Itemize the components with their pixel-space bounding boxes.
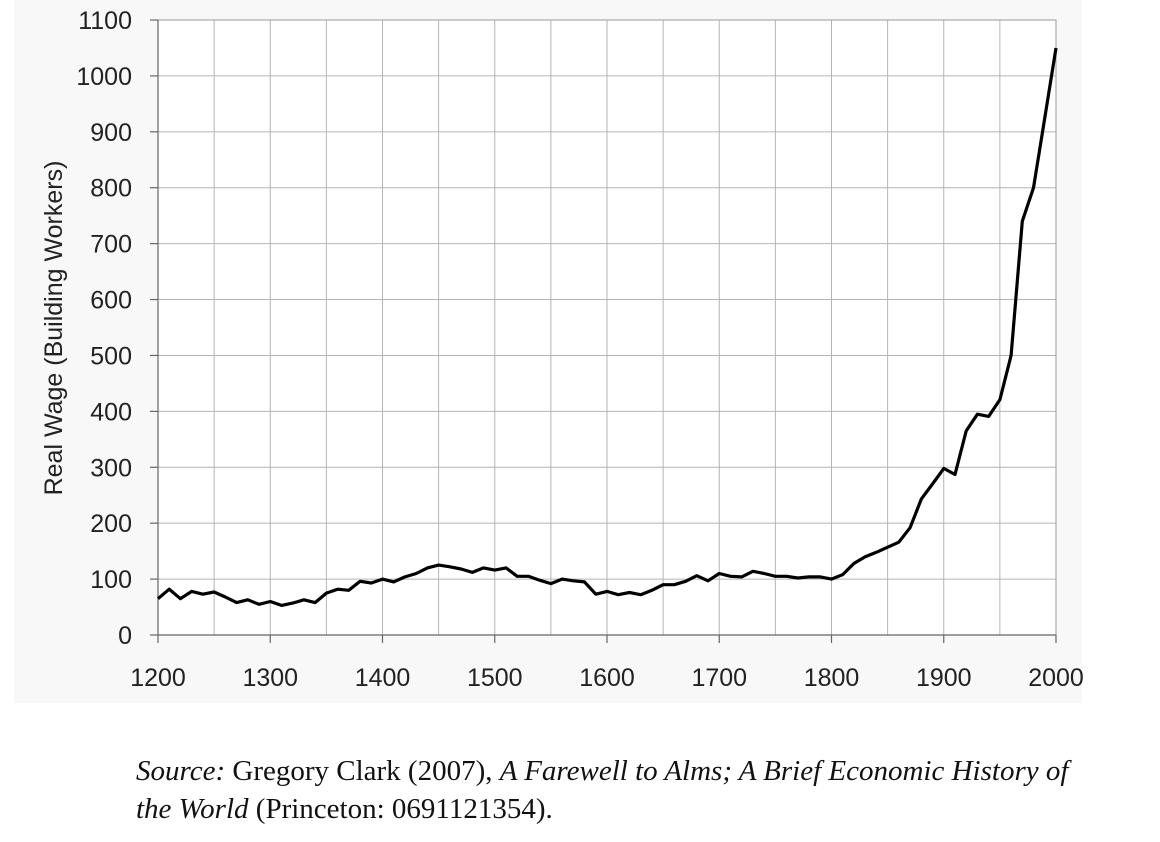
x-tick-label: 1700 [691,664,747,692]
source-book-title: A Farewell to Alms; A Brief Economic His… [136,755,1069,825]
x-tick-label: 2000 [1028,664,1084,692]
y-tick-label: 1100 [78,7,132,35]
y-tick-label: 700 [90,231,132,259]
x-tick-label: 1200 [130,664,186,692]
y-tick-label: 600 [90,287,132,315]
source-author: Gregory Clark (2007), [225,755,500,787]
x-tick-label: 1900 [916,664,972,692]
source-note: Source: Gregory Clark (2007), A Farewell… [136,752,1096,828]
x-tick-label: 1300 [242,664,298,692]
source-label: Source: [136,755,226,787]
y-axis-title: Real Wage (Building Workers) [40,161,68,496]
x-tick-label: 1800 [804,664,860,692]
x-tick-label: 1500 [467,664,523,692]
series-line [156,47,1058,608]
x-tick-label: 1400 [355,664,411,692]
y-tick-label: 300 [90,454,132,482]
x-tick-label: 1600 [579,664,635,692]
y-tick-label: 900 [90,119,132,147]
y-tick-label: 200 [90,510,132,538]
source-publisher: (Princeton: 0691121354). [248,793,553,825]
y-tick-label: 400 [90,398,132,426]
y-tick-label: 800 [90,175,132,203]
y-tick-label: 500 [90,342,132,370]
y-tick-label: 0 [118,622,132,650]
y-tick-label: 100 [90,566,132,594]
y-tick-label: 1000 [76,63,132,91]
